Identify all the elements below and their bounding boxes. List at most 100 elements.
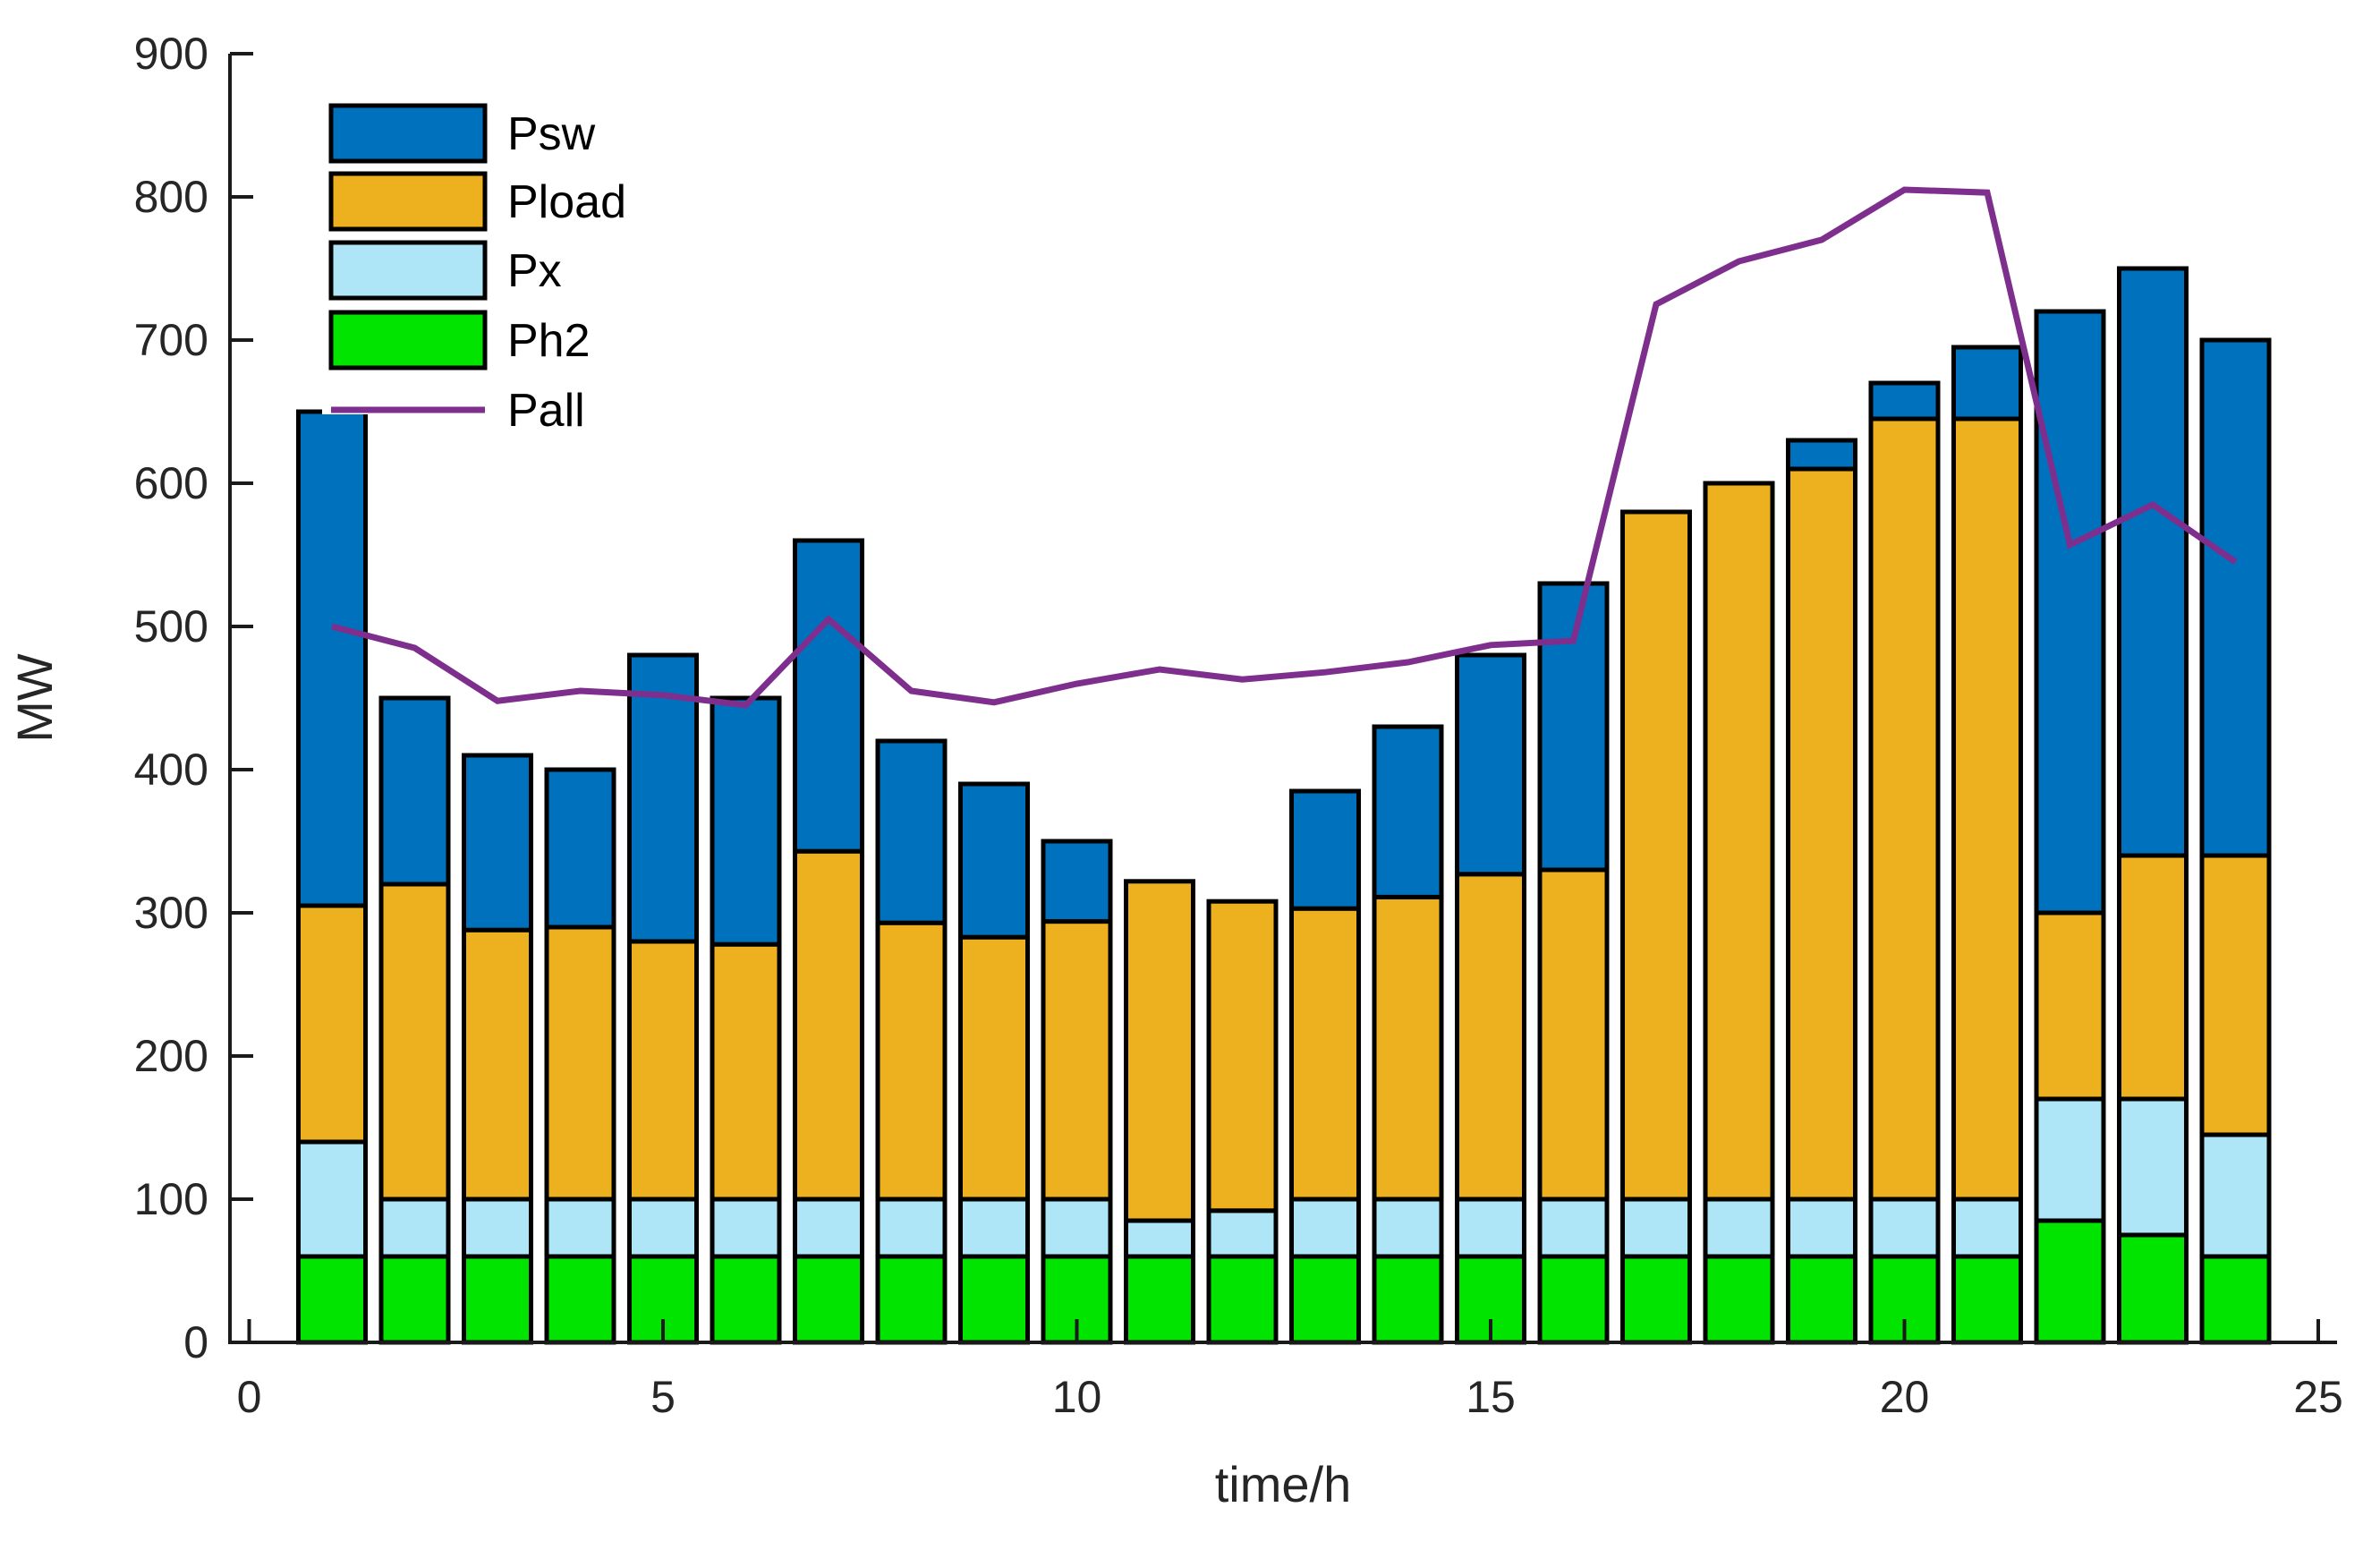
bar-segment-px-h12 [1206, 1208, 1279, 1259]
x-tick-label-20: 20 [1880, 1372, 1930, 1422]
bar-segment-pload-h16 [1537, 867, 1610, 1202]
bar-segment-psw-h3 [462, 753, 533, 933]
bar-segment-px-h17 [1620, 1197, 1692, 1259]
bar-segment-pload-h19 [1786, 466, 1857, 1202]
y-tick-label-600: 600 [134, 458, 208, 508]
bar-segment-ph2-h13 [1289, 1254, 1361, 1345]
bar-segment-px-h23 [2117, 1096, 2189, 1238]
legend-label-px: Px [507, 245, 562, 297]
bar-segment-psw-h24 [2199, 337, 2272, 858]
bar-segment-pload-h18 [1703, 481, 1775, 1202]
bar-segment-psw-h9 [958, 781, 1030, 940]
bar-segment-pload-h24 [2199, 853, 2272, 1137]
x-tick-label-5: 5 [650, 1372, 676, 1422]
x-tick-label-15: 15 [1466, 1372, 1516, 1422]
bar-segment-pload-h6 [710, 941, 782, 1202]
x-tick-label-0: 0 [237, 1372, 262, 1422]
bar-segment-ph2-h9 [958, 1254, 1030, 1345]
bar-segment-px-h6 [710, 1197, 782, 1259]
bar-segment-pload-h13 [1289, 906, 1361, 1202]
bar-segment-psw-h6 [710, 695, 782, 947]
bar-segment-psw-h14 [1372, 724, 1444, 899]
bar-segment-px-h16 [1537, 1197, 1610, 1259]
bar-segment-ph2-h23 [2117, 1232, 2189, 1345]
legend-label-pall: Pall [507, 385, 585, 437]
y-tick-label-800: 800 [134, 172, 208, 222]
bars-layer [296, 266, 2272, 1345]
bar-segment-pload-h2 [378, 881, 451, 1202]
bar-segment-ph2-h3 [462, 1254, 533, 1345]
bar-segment-px-h13 [1289, 1197, 1361, 1259]
bar-segment-pload-h9 [958, 934, 1030, 1202]
bar-segment-pload-h15 [1455, 872, 1526, 1202]
bar-segment-ph2-h1 [296, 1254, 368, 1345]
axes-layer: 0 100 200 300 400 500 600 700 800 900 0 5 10 15 20 25 [134, 29, 2343, 1422]
legend-box: Psw Pload Px Ph2 Pall [322, 41, 637, 437]
pall-line [331, 186, 2238, 709]
bar-segment-px-h14 [1372, 1197, 1444, 1259]
bar-segment-pload-h17 [1620, 509, 1692, 1202]
y-tick-label-200: 200 [134, 1031, 208, 1081]
bar-segment-px-h10 [1041, 1197, 1113, 1259]
bar-segment-px-h22 [2034, 1096, 2106, 1223]
y-tick-label-900: 900 [134, 29, 208, 79]
y-tick-label-300: 300 [134, 888, 208, 938]
bar-segment-pload-h23 [2117, 853, 2189, 1102]
bar-segment-psw-h19 [1786, 438, 1857, 472]
bar-segment-pload-h11 [1124, 879, 1195, 1223]
bar-segment-ph2-h4 [544, 1254, 616, 1345]
bar-segment-px-h19 [1786, 1197, 1857, 1259]
legend-swatch-px [328, 240, 488, 301]
bar-segment-pload-h5 [627, 939, 699, 1202]
pall-line-layer [331, 186, 2238, 709]
bar-segment-px-h15 [1455, 1197, 1526, 1259]
bar-segment-px-h18 [1703, 1197, 1775, 1259]
bar-segment-pload-h7 [793, 848, 864, 1202]
bar-segment-psw-h1 [296, 409, 368, 908]
legend-swatch-ph2 [328, 310, 488, 370]
bar-segment-pload-h22 [2034, 910, 2106, 1102]
bar-segment-psw-h8 [875, 738, 948, 925]
bar-segment-pload-h4 [544, 924, 616, 1202]
bar-segment-ph2-h18 [1703, 1254, 1775, 1345]
bar-segment-px-h11 [1124, 1218, 1195, 1259]
bar-segment-psw-h21 [1951, 345, 2023, 422]
bar-segment-psw-h16 [1537, 581, 1610, 873]
legend-label-pload: Pload [507, 176, 626, 228]
bar-segment-ph2-h17 [1620, 1254, 1692, 1345]
bar-segment-ph2-h2 [378, 1254, 451, 1345]
bar-segment-pload-h12 [1206, 898, 1279, 1214]
bar-segment-psw-h5 [627, 652, 699, 944]
bar-segment-pload-h20 [1868, 416, 1941, 1202]
bar-segment-ph2-h22 [2034, 1218, 2106, 1345]
bar-segment-px-h5 [627, 1197, 699, 1259]
y-tick-label-0: 0 [183, 1317, 208, 1367]
bar-segment-psw-h22 [2034, 309, 2106, 916]
bar-segment-pload-h14 [1372, 894, 1444, 1202]
bar-segment-px-h4 [544, 1197, 616, 1259]
y-tick-label-700: 700 [134, 315, 208, 365]
bar-segment-psw-h20 [1868, 380, 1941, 422]
bar-segment-ph2-h8 [875, 1254, 948, 1345]
bar-segment-ph2-h7 [793, 1254, 864, 1345]
y-tick-label-400: 400 [134, 745, 208, 795]
bar-segment-px-h1 [296, 1139, 368, 1259]
bar-segment-pload-h21 [1951, 416, 2023, 1202]
bar-segment-px-h7 [793, 1197, 864, 1259]
bar-segment-pload-h1 [296, 903, 368, 1145]
bar-segment-psw-h4 [544, 767, 616, 930]
bar-segment-pload-h8 [875, 920, 948, 1202]
bar-segment-px-h20 [1868, 1197, 1941, 1259]
y-axis-label: MW [6, 653, 63, 743]
bar-segment-ph2-h24 [2199, 1254, 2272, 1345]
x-axis-label: time/h [1215, 1456, 1352, 1512]
bar-segment-psw-h15 [1455, 652, 1526, 877]
bar-segment-px-h24 [2199, 1132, 2272, 1259]
bar-segment-px-h8 [875, 1197, 948, 1259]
bar-segment-ph2-h6 [710, 1254, 782, 1345]
x-tick-label-10: 10 [1052, 1372, 1102, 1422]
bar-segment-ph2-h14 [1372, 1254, 1444, 1345]
legend-label-ph2: Ph2 [507, 315, 591, 367]
